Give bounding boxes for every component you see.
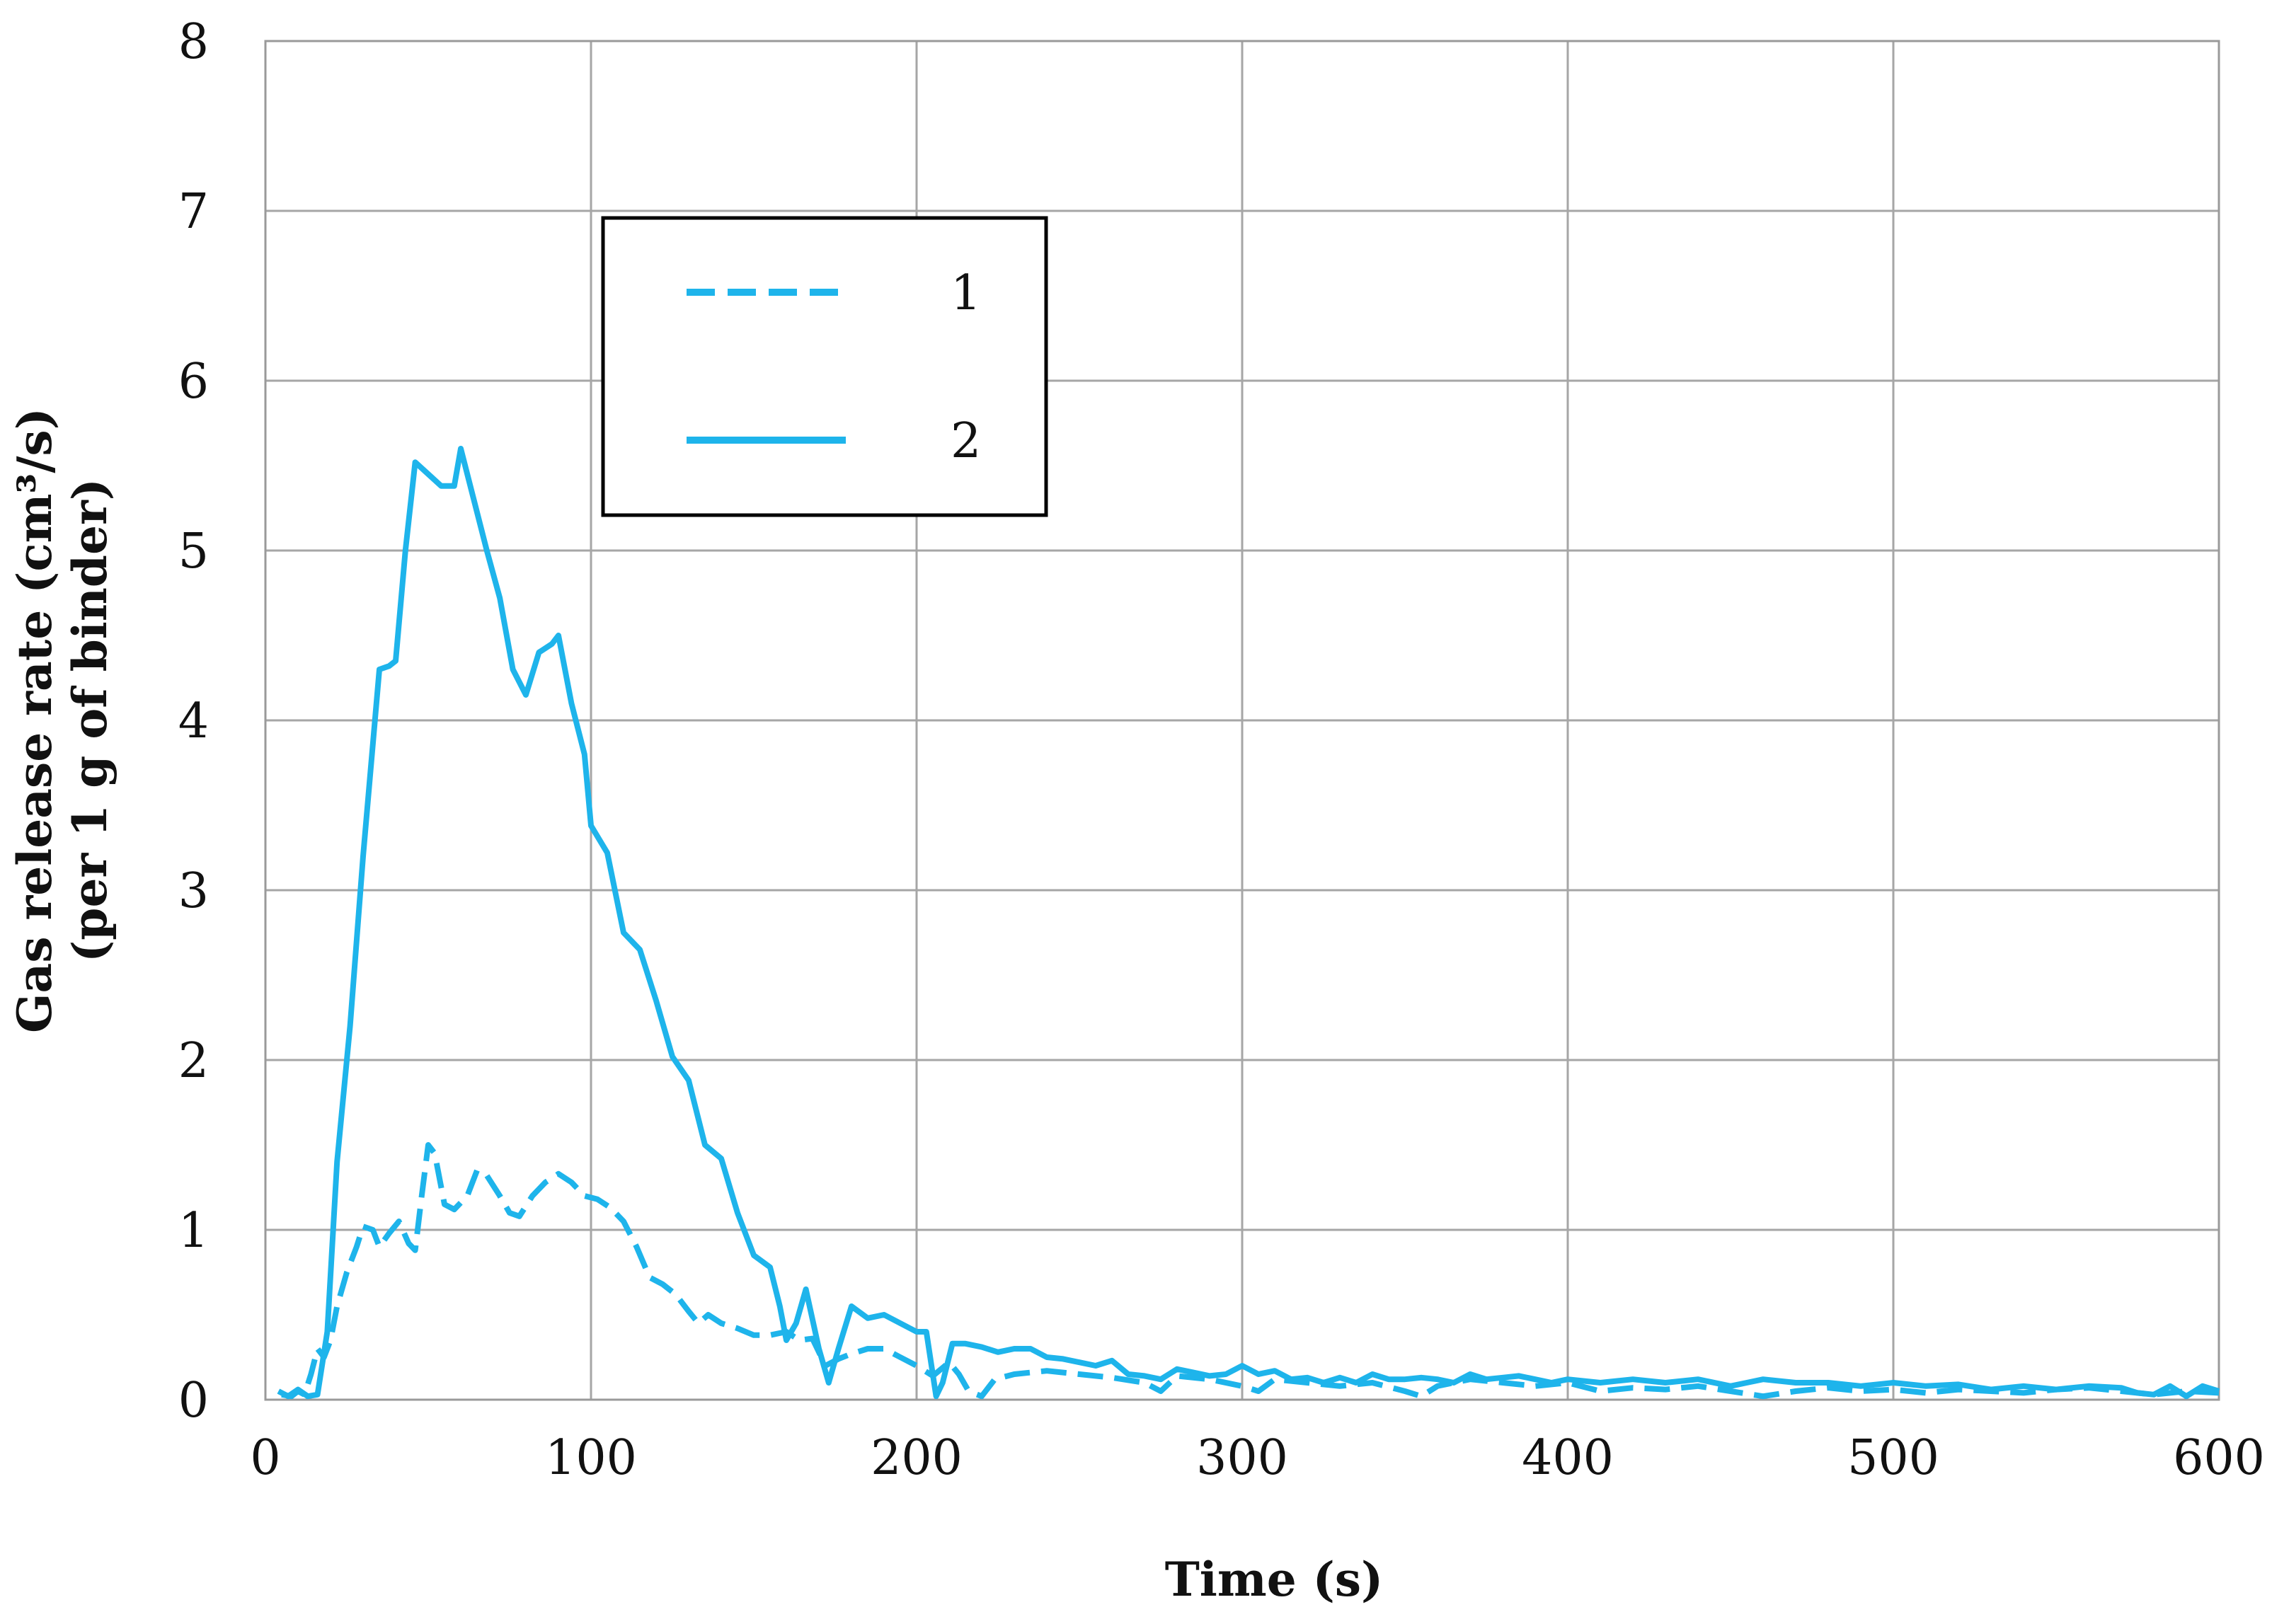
y-tick-label: 0: [178, 1373, 209, 1429]
data-series: [277, 446, 2220, 1400]
legend: 1 2: [601, 216, 1048, 517]
y-axis-title-line-1: Gas release rate (cm³/s): [7, 408, 62, 1033]
x-tick-label: 200: [871, 1430, 963, 1486]
y-tick-label: 2: [178, 1033, 209, 1089]
plot-area-frame: [264, 40, 2220, 1401]
legend-box: [601, 216, 1048, 517]
y-tick-label: 3: [178, 863, 209, 919]
y-tick-label: 5: [178, 524, 209, 580]
y-tick-label: 8: [178, 14, 209, 70]
legend-label-series-2: 2: [951, 413, 981, 469]
series-2-line: [277, 446, 2220, 1400]
y-tick-label: 4: [178, 693, 209, 749]
x-tick-label: 600: [2173, 1430, 2265, 1486]
y-tick-label: 7: [178, 184, 209, 240]
x-tick-label: 0: [250, 1430, 280, 1486]
y-axis-title: Gas release rate (cm³/s) (per 1 g of bin…: [7, 408, 117, 1033]
x-axis-title: Time (s): [1165, 1552, 1384, 1607]
x-tick-label: 400: [1522, 1430, 1614, 1486]
y-axis-title-line-2: (per 1 g of binder): [62, 478, 117, 962]
y-tick-label: 6: [178, 354, 209, 410]
x-tick-label: 300: [1196, 1430, 1288, 1486]
x-tick-label: 100: [545, 1430, 637, 1486]
y-tick-label: 1: [178, 1203, 209, 1259]
x-tick-label: 500: [1847, 1430, 1939, 1486]
legend-label-series-1: 1: [951, 265, 981, 321]
tick-labels: 0 100 200 300 400 500 600 0 1 2 3 4 5 6 7 8: [178, 14, 2265, 1486]
